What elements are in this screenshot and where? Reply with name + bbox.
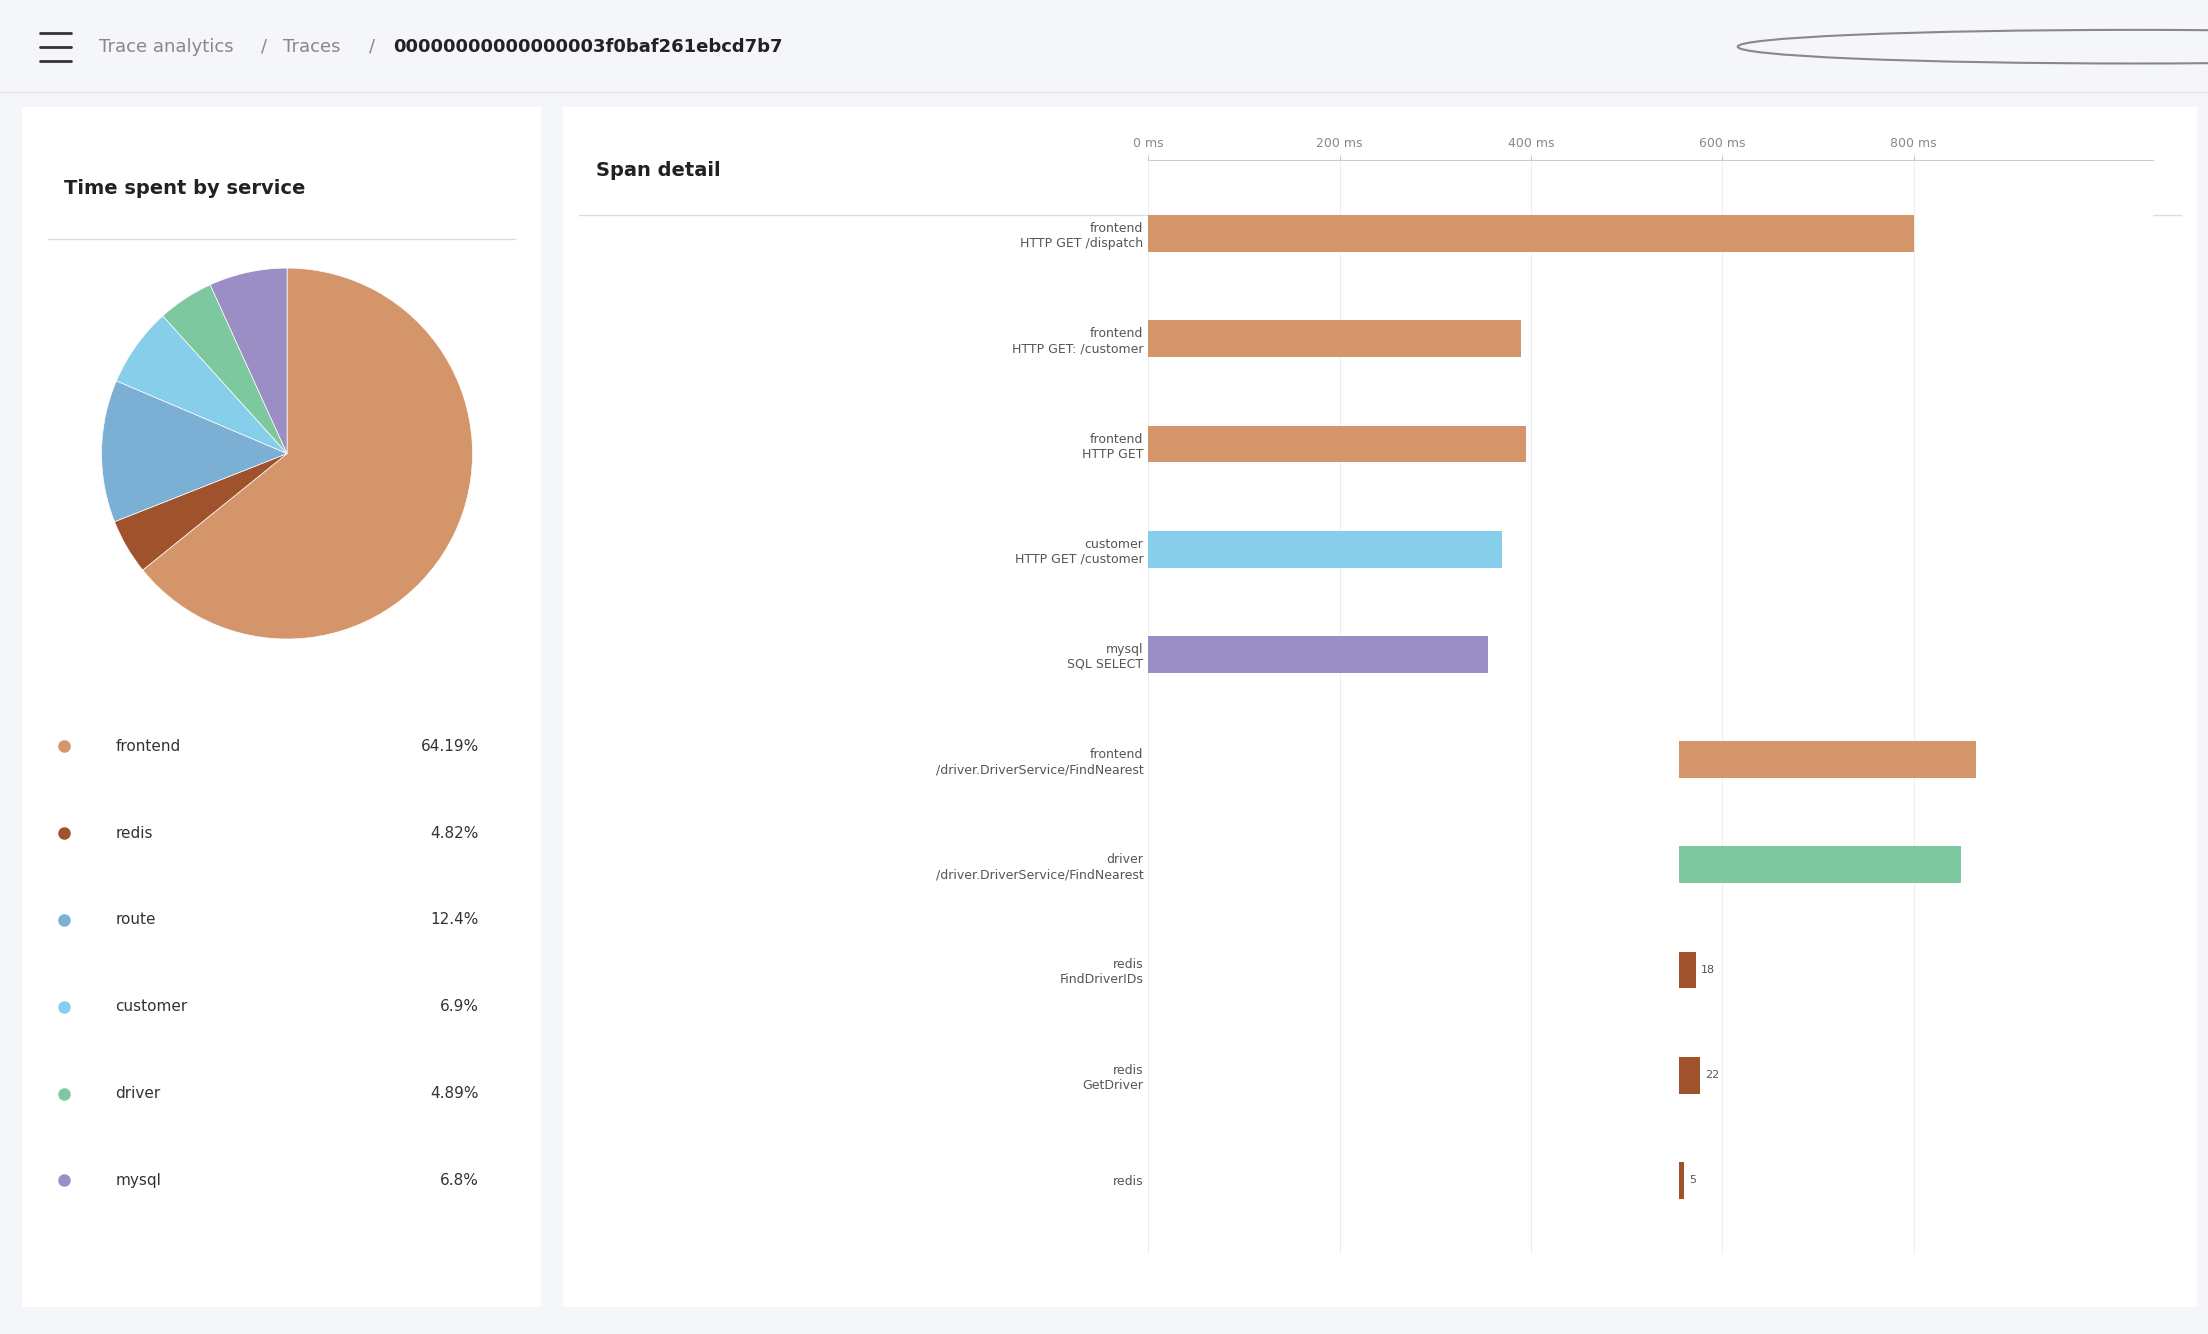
Wedge shape [144, 268, 473, 639]
Text: Traces: Traces [283, 37, 340, 56]
Text: 4.89%: 4.89% [431, 1086, 479, 1101]
Wedge shape [115, 454, 287, 570]
Bar [1148, 636, 1488, 672]
Wedge shape [210, 268, 287, 454]
Text: customer: customer [115, 999, 188, 1014]
Bar [1148, 531, 1501, 568]
Text: Trace analytics: Trace analytics [99, 37, 234, 56]
Bar [1680, 951, 1696, 988]
Text: frontend: frontend [115, 739, 181, 754]
Bar [1148, 320, 1521, 358]
Bar [1680, 1162, 1685, 1199]
Text: mysql: mysql [115, 1173, 161, 1189]
Text: Span detail: Span detail [596, 161, 720, 180]
Text: /: / [261, 37, 267, 56]
Text: 6.8%: 6.8% [439, 1173, 479, 1189]
Text: /: / [369, 37, 375, 56]
Wedge shape [163, 284, 287, 454]
FancyBboxPatch shape [554, 100, 2206, 1313]
Wedge shape [117, 316, 287, 454]
Text: redis: redis [115, 826, 152, 840]
FancyBboxPatch shape [18, 95, 545, 1319]
Wedge shape [102, 382, 287, 522]
Bar [1148, 426, 1526, 463]
Text: 5: 5 [1689, 1175, 1696, 1186]
Text: 64.19%: 64.19% [420, 739, 479, 754]
Bar [1680, 742, 1976, 778]
Text: 4.82%: 4.82% [431, 826, 479, 840]
Text: 6.9%: 6.9% [439, 999, 479, 1014]
Text: driver: driver [115, 1086, 161, 1101]
Text: 00000000000000003f0baf261ebcd7b7: 00000000000000003f0baf261ebcd7b7 [393, 37, 782, 56]
Text: Time spent by service: Time spent by service [64, 179, 305, 197]
Bar [1680, 1057, 1700, 1094]
Text: route: route [115, 912, 157, 927]
Bar [1680, 846, 1961, 883]
Text: 22: 22 [1705, 1070, 1720, 1081]
Text: 18: 18 [1700, 964, 1716, 975]
Bar [1148, 215, 1914, 252]
Text: 12.4%: 12.4% [431, 912, 479, 927]
